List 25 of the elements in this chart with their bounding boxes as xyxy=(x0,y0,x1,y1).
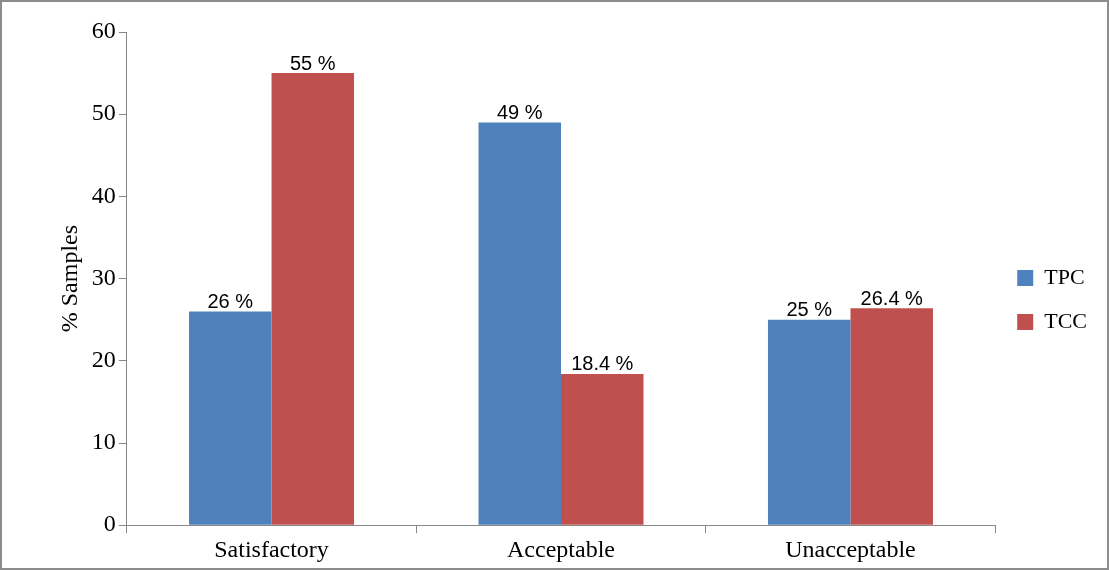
data-label: 26 % xyxy=(207,290,254,312)
data-label: 55 % xyxy=(289,51,336,74)
legend-label: TPC xyxy=(1044,263,1085,289)
bar xyxy=(271,73,355,525)
y-tick-label: 60 xyxy=(91,17,116,44)
data-label: 25 % xyxy=(786,298,833,321)
bar xyxy=(189,311,272,525)
x-tick-label: Acceptable xyxy=(507,535,615,562)
bar xyxy=(561,373,644,525)
x-tick-label: Satisfactory xyxy=(214,535,329,562)
bar xyxy=(767,319,851,525)
x-tick-label: Unacceptable xyxy=(785,535,916,562)
y-tick-label: 30 xyxy=(91,263,116,290)
bar xyxy=(478,122,562,525)
bar xyxy=(850,308,933,525)
y-tick-label: 20 xyxy=(91,346,116,373)
data-label: 26.4 % xyxy=(860,286,924,309)
y-tick-label: 10 xyxy=(91,428,116,455)
legend-label: TCC xyxy=(1044,307,1088,333)
data-label: 49 % xyxy=(496,100,543,123)
y-axis-title: % Samples xyxy=(55,224,82,333)
y-tick-label: 40 xyxy=(91,181,116,208)
y-tick-label: 0 xyxy=(103,510,116,537)
y-tick-label: 50 xyxy=(91,99,116,126)
data-label: 18.4 % xyxy=(571,352,634,375)
